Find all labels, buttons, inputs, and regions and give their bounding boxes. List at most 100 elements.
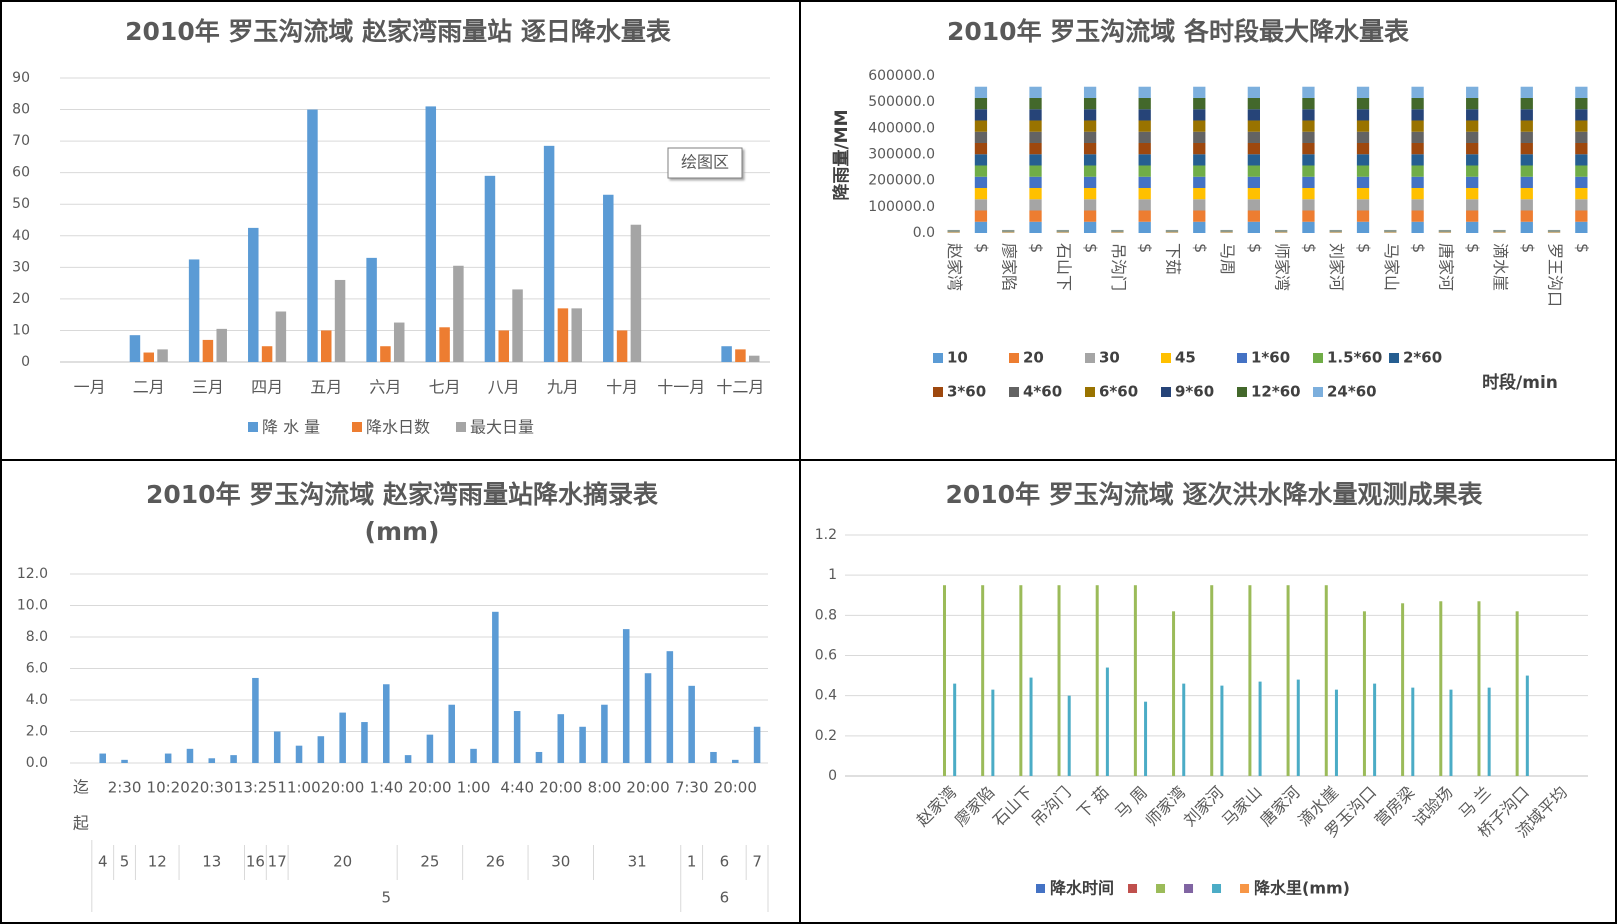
x-tick-label: 11:00	[277, 779, 320, 797]
bar-segment	[1193, 210, 1206, 222]
x-tick-label: 1:00	[457, 779, 491, 797]
y-tick-label: 0	[828, 768, 837, 784]
bar-segment	[974, 165, 988, 177]
x-tick-label: $	[1355, 243, 1374, 253]
y-tick-label: 12.0	[17, 566, 48, 582]
y-tick-label: 2.0	[26, 724, 48, 740]
bar-segment	[1029, 221, 1042, 233]
chart-title: 2010年 罗玉沟流域 逐次洪水降水量观测成果表	[946, 480, 1484, 509]
bar-segment	[1356, 165, 1370, 177]
x-tick-label: $	[972, 243, 991, 253]
bar-segment	[1029, 131, 1042, 143]
x-tick-label: 刘家河	[1327, 243, 1346, 291]
bar-segment	[1193, 86, 1206, 98]
bar	[261, 346, 273, 362]
bar-segment	[1466, 165, 1479, 177]
y-tick-label: 4.0	[26, 692, 48, 708]
bar	[425, 106, 437, 363]
bar-segment	[1575, 154, 1588, 166]
bar	[1477, 601, 1481, 776]
x-tick-label: 20:00	[626, 779, 669, 797]
bar-segment	[1520, 86, 1533, 98]
bar-segment	[1575, 221, 1588, 233]
bar	[1258, 681, 1262, 776]
y-tick-label: 100000.0	[868, 199, 935, 215]
bar	[380, 346, 391, 362]
x-tick-label: 师家湾	[1142, 783, 1189, 830]
bar-segment	[1356, 210, 1370, 222]
bar-segment	[1138, 154, 1151, 166]
x-tick-label: 7:30	[675, 779, 709, 797]
x-tick-label: 吊沟门	[1027, 783, 1074, 830]
bar-segment	[1302, 109, 1315, 121]
bar	[512, 289, 523, 362]
legend-swatch	[933, 353, 943, 363]
bar	[644, 673, 652, 763]
x-tick-label: 十月	[606, 378, 638, 397]
bar-segment	[1029, 142, 1042, 155]
bar-segment	[1520, 221, 1533, 233]
bar-segment	[1083, 120, 1097, 132]
bar-segment	[1029, 97, 1042, 110]
bar	[753, 726, 761, 763]
y-tick-label: 60	[12, 165, 30, 181]
bar	[557, 308, 569, 362]
bar	[1210, 585, 1214, 776]
bar-segment	[1247, 199, 1260, 211]
legend-swatch	[1036, 884, 1045, 893]
group-label: 4	[98, 853, 108, 871]
bar-segment	[1193, 97, 1206, 110]
x-axis-label: 时段/min	[1482, 372, 1558, 393]
bar	[208, 758, 216, 763]
x-tick-label: 马周	[1218, 243, 1237, 275]
bar	[448, 704, 455, 763]
legend-label: 降水日数	[366, 418, 430, 437]
bar-segment	[974, 86, 988, 98]
bar-segment	[1138, 142, 1151, 155]
legend-swatch	[1212, 884, 1222, 893]
y-tick-label: 90	[12, 70, 30, 86]
bar-segment	[1193, 109, 1206, 121]
bar-segment	[1411, 109, 1424, 121]
legend-label: 3*60	[947, 383, 986, 401]
bar-segment	[1411, 120, 1424, 132]
bar-segment	[1575, 86, 1588, 98]
bar	[579, 726, 586, 763]
bar-segment	[1520, 199, 1533, 211]
bar-segment	[1520, 187, 1533, 200]
bar-segment	[1302, 97, 1315, 110]
bar	[1182, 683, 1186, 776]
bar-segment	[1575, 97, 1588, 110]
bar	[942, 585, 946, 776]
bar-segment	[1466, 187, 1479, 200]
bar	[513, 711, 521, 763]
bar	[498, 330, 509, 362]
legend-swatch	[1313, 353, 1323, 363]
bar-segment	[1575, 142, 1588, 155]
legend-swatch	[1313, 387, 1323, 397]
bar-segment	[974, 187, 988, 200]
legend-swatch	[1161, 387, 1171, 397]
bar-segment	[1302, 176, 1315, 188]
x-tick-label: 10:20	[147, 779, 190, 797]
x-tick-label: 十一月	[657, 378, 705, 397]
bar-segment	[1520, 165, 1533, 177]
x-tick-label: 七月	[429, 378, 461, 397]
legend-label: 降水时间	[1050, 879, 1114, 898]
legend-label: 20	[1023, 349, 1044, 367]
bar-segment	[1247, 97, 1260, 110]
x-tick-label: 8:00	[588, 779, 622, 797]
bar	[710, 751, 717, 763]
bar-segment	[1247, 131, 1260, 143]
bar-segment	[1138, 120, 1151, 132]
x-tick-label: 马家山	[1218, 783, 1265, 830]
y-tick-label: 0.8	[815, 607, 837, 623]
bar	[129, 335, 141, 362]
y-tick-label: 300000.0	[868, 147, 935, 163]
bar-segment	[1247, 154, 1260, 166]
x-tick-label: $	[1191, 243, 1210, 253]
x-tick-label: 十二月	[716, 378, 764, 397]
bar	[484, 175, 496, 362]
bar-segment	[1302, 86, 1315, 98]
